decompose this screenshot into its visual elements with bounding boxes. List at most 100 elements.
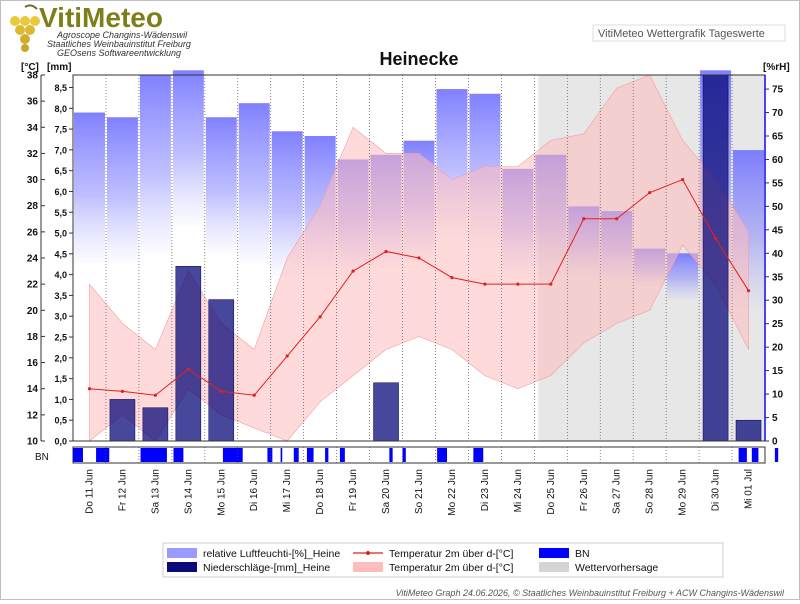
x-tick-label: Do 18 Jun: [315, 469, 326, 515]
y-left-rain-tick-label: 5,0: [54, 229, 67, 239]
y-left-rain-tick-label: 2,0: [54, 353, 67, 363]
x-tick-label: Di 23 Jun: [480, 469, 491, 511]
y-right-tick-label: 75: [772, 85, 784, 96]
temp-mean-point: [483, 282, 487, 286]
bn-axis-label: BN: [35, 452, 49, 463]
humidity-bar: [139, 75, 171, 254]
bn-segment: [73, 448, 83, 462]
bn-segment: [389, 448, 393, 462]
temp-mean-point: [549, 282, 553, 286]
y-left-rain-label: [mm]: [47, 62, 71, 73]
rain-bar: [735, 419, 762, 442]
y-right-tick-label: 50: [772, 202, 784, 213]
y-left-rain-tick-label: 2,5: [54, 333, 67, 343]
humidity-bar: [106, 117, 138, 263]
footer-credit: VitiMeteo Graph 24.06.2026, © Staatliche…: [396, 588, 785, 598]
bn-segment: [96, 448, 110, 462]
legend-label: BN: [575, 548, 590, 560]
y-left-temp-label: [°C]: [21, 62, 39, 73]
x-tick-label: Mi 17 Jun: [282, 469, 293, 512]
legend-label: Temperatur 2m über d-[°C]: [389, 562, 513, 574]
y-left-rain-tick-label: 3,0: [54, 312, 67, 322]
x-tick-label: Fr 19 Jun: [348, 469, 359, 511]
legend-label: Niederschläge-[mm]_Heine: [203, 562, 330, 574]
legend-box: [162, 542, 724, 578]
temp-mean-point: [384, 249, 388, 254]
y-right-tick-label: 35: [772, 272, 784, 283]
rain-bar: [175, 266, 202, 442]
bn-segment: [339, 448, 345, 462]
y-left-temp-tick-label: 34: [27, 123, 39, 134]
rain-bar: [142, 407, 169, 442]
temp-mean-point: [582, 217, 586, 221]
x-tick-label: So 21 Jun: [414, 469, 425, 514]
y-left-rain-tick-label: 7,0: [54, 145, 67, 155]
bn-segment: [774, 448, 779, 462]
x-tick-label: Sa 13 Jun: [150, 469, 161, 514]
humidity-bar: [205, 117, 237, 254]
legend-swatch-temp_band: [353, 562, 383, 572]
y-left-rain-tick-label: 8,0: [54, 104, 67, 114]
y-left-rain-tick-label: 6,5: [54, 166, 67, 176]
y-right-label: [%rH]: [763, 62, 790, 73]
chart-title: Heinecke: [379, 49, 458, 69]
y-left-temp-tick-label: 24: [27, 254, 39, 265]
logo-line-3: GEOsens Softwareentwicklung: [57, 48, 181, 58]
y-right-tick-label: 25: [772, 319, 784, 330]
x-tick-label: Do 11 Jun: [84, 469, 95, 514]
x-tick-label: Mi 01 Jul: [744, 469, 755, 509]
y-left-temp-tick-label: 20: [27, 306, 39, 317]
bn-segment: [325, 448, 329, 462]
y-left-temp-tick-label: 22: [27, 280, 39, 291]
x-tick-label: Di 30 Jun: [711, 469, 722, 511]
rain-bar: [208, 299, 235, 442]
temp-mean-point: [252, 393, 256, 397]
temp-mean-point: [713, 236, 718, 240]
y-left-rain-tick-label: 5,5: [54, 208, 67, 218]
y-left-rain-tick-label: 4,5: [54, 249, 67, 259]
y-left-temp-tick-label: 30: [27, 175, 39, 186]
x-tick-label: Mi 24 Jun: [513, 469, 524, 512]
y-right-tick-label: 60: [772, 155, 784, 166]
logo: VitiMeteo Agroscope Changins-Wädenswil S…: [10, 2, 191, 58]
x-tick-label: Fr 12 Jun: [117, 469, 128, 511]
bn-segment: [140, 448, 167, 462]
temp-mean-point: [648, 191, 652, 195]
y-right-tick-label: 10: [772, 390, 784, 401]
x-tick-label: Mo 29 Jun: [678, 469, 689, 516]
humidity-bar: [238, 103, 270, 263]
logo-title: VitiMeteo: [39, 2, 163, 33]
bn-segment: [81, 448, 83, 462]
legend-label: relative Luftfeuchti-[%]_Heine: [203, 548, 340, 560]
legend-swatch-humidity: [167, 548, 197, 558]
bn-segment: [473, 448, 484, 462]
top-right-box: [592, 24, 786, 42]
y-right-tick-label: 30: [772, 296, 784, 307]
x-tick-label: So 28 Jun: [645, 469, 656, 514]
temp-mean-point: [153, 393, 157, 397]
x-tick-label: Mo 22 Jun: [447, 469, 458, 516]
bn-segment: [293, 448, 299, 462]
x-tick-label: Di 16 Jun: [249, 469, 260, 511]
y-left-rain-tick-label: 8,5: [54, 83, 67, 93]
rain-bar: [373, 382, 399, 442]
y-left-temp-tick-label: 38: [27, 71, 39, 82]
bn-segment: [738, 448, 747, 462]
top-right-label: VitiMeteo Wettergrafik Tageswerte: [598, 28, 765, 40]
temp-mean-point: [87, 387, 92, 391]
y-right-tick-label: 20: [772, 343, 784, 354]
y-left-rain-tick-label: 1,0: [54, 395, 67, 405]
humidity-bar: [74, 112, 105, 263]
y-right-tick-label: 0: [772, 437, 778, 448]
y-left-temp-tick-label: 14: [27, 384, 39, 395]
temp-mean-point: [681, 177, 685, 182]
y-right-tick-label: 70: [772, 108, 784, 119]
x-tick-label: Fr 26 Jun: [579, 469, 590, 511]
y-left-rain-tick-label: 1,5: [54, 374, 67, 384]
y-right-tick-label: 5: [772, 413, 778, 424]
bn-segment: [751, 448, 759, 462]
temp-mean-point: [318, 315, 322, 319]
temp-mean-point: [351, 269, 355, 273]
legend-swatch-rain: [167, 562, 197, 572]
